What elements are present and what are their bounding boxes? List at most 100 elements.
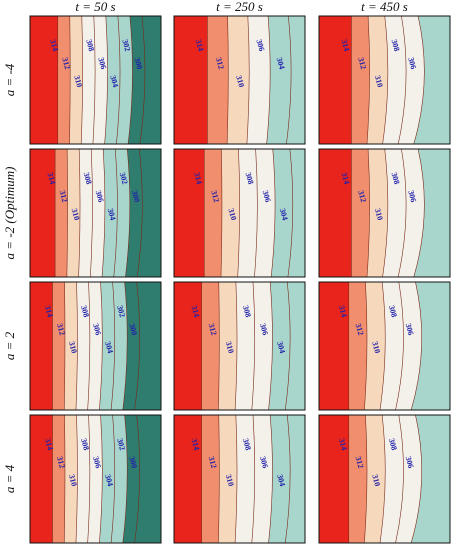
panel-frame [29, 281, 162, 411]
contour-label: 312 [354, 455, 366, 469]
panel-frame [173, 148, 306, 278]
column-title-3: t = 450 s [361, 0, 408, 14]
contour-label: 304 [278, 207, 290, 221]
panel-r1-c3: 314 312 310 308 306 [318, 15, 451, 145]
contour-label: 312 [55, 322, 67, 336]
contour-label: 310 [226, 207, 238, 221]
panel-r2-c2: 314 312 310 308 306 304 [173, 148, 306, 278]
contour-label: 314 [46, 171, 58, 185]
hot-boundary-strip [319, 149, 335, 277]
hot-boundary-strip [30, 282, 41, 410]
column-title-1: t = 50 s [75, 0, 115, 14]
column-title-2: t = 250 s [216, 0, 263, 14]
contour-label: 310 [70, 207, 82, 221]
contour-label: 314 [340, 38, 352, 52]
hot-boundary-strip [174, 415, 185, 543]
contour-label: 304 [103, 340, 115, 354]
hot-boundary-strip [30, 149, 44, 277]
contour-label: 312 [209, 189, 221, 203]
contour-label: 308 [241, 304, 253, 318]
contour-label: 308 [387, 304, 399, 318]
contour-label: 304 [108, 74, 120, 88]
contour-label: 308 [387, 437, 399, 451]
contour-label: 312 [60, 56, 72, 70]
contour-label: 314 [192, 171, 204, 185]
hot-boundary-strip [30, 16, 46, 144]
contour-label: 314 [340, 171, 352, 185]
hot-boundary-strip [174, 16, 188, 144]
contour-label: 308 [241, 437, 253, 451]
contour-label: 312 [55, 455, 67, 469]
contour-label: 306 [404, 322, 416, 336]
row-title-3: a = 2 [2, 331, 17, 360]
contour-label: 308 [82, 171, 94, 185]
panel-frame [318, 414, 451, 544]
contour-label: 314 [337, 304, 349, 318]
contour-label: 314 [190, 304, 202, 318]
contour-label: 314 [43, 437, 55, 451]
panel-frame [173, 281, 306, 411]
contour-label: 310 [67, 473, 79, 487]
panel-frame [318, 281, 451, 411]
contour-label: 306 [91, 322, 103, 336]
contour-label: 306 [406, 189, 418, 203]
hot-boundary-strip [174, 149, 188, 277]
hot-boundary-strip [319, 415, 333, 543]
hot-boundary-strip [319, 282, 333, 410]
panel-frame [318, 148, 451, 278]
panel-frame [173, 15, 306, 145]
contour-label: 300 [127, 455, 139, 469]
contour-label: 306 [96, 56, 108, 70]
contour-label: 302 [118, 171, 130, 185]
contour-label: 308 [79, 304, 91, 318]
hot-boundary-strip [319, 16, 335, 144]
contour-label: 308 [390, 38, 402, 52]
contour-label: 308 [244, 171, 256, 185]
contour-label: 312 [207, 322, 219, 336]
hot-boundary-strip [30, 415, 41, 543]
contour-label: 306 [254, 38, 266, 52]
contour-label: 306 [406, 56, 418, 70]
contour-label: 300 [132, 56, 144, 70]
panel-frame [29, 15, 162, 145]
contour-label: 300 [130, 189, 142, 203]
panel-r4-c3: 314 312 310 308 306 [318, 414, 451, 544]
row-title-1: a = -4 [2, 63, 17, 96]
contour-label: 314 [190, 437, 202, 451]
panel-frame [318, 15, 451, 145]
panel-frame [173, 414, 306, 544]
contour-label: 310 [224, 340, 236, 354]
contour-label: 302 [120, 38, 132, 52]
panel-r2-c3: 314 312 310 308 306 [318, 148, 451, 278]
contour-label: 308 [84, 38, 96, 52]
contour-label: 312 [207, 455, 219, 469]
panel-r3-c3: 314 312 310 308 306 [318, 281, 451, 411]
contour-label: 308 [390, 171, 402, 185]
contour-label: 306 [91, 455, 103, 469]
contour-label: 306 [258, 455, 270, 469]
contour-label: 304 [275, 473, 287, 487]
contour-label: 304 [103, 473, 115, 487]
contour-label: 312 [214, 56, 226, 70]
contour-label: 304 [275, 56, 287, 70]
contour-label: 310 [370, 473, 382, 487]
contour-label: 314 [194, 38, 206, 52]
contour-label: 302 [115, 304, 127, 318]
panel-frame [29, 414, 162, 544]
contour-label: 310 [224, 473, 236, 487]
contour-label: 312 [58, 189, 70, 203]
contour-label: 310 [373, 207, 385, 221]
contour-label: 312 [356, 56, 368, 70]
contour-label: 310 [370, 340, 382, 354]
contour-label: 304 [106, 207, 118, 221]
contour-label: 310 [67, 340, 79, 354]
contour-label: 312 [356, 189, 368, 203]
contour-label: 314 [337, 437, 349, 451]
row-title-4: a = 4 [2, 464, 17, 493]
contour-label: 314 [48, 38, 60, 52]
